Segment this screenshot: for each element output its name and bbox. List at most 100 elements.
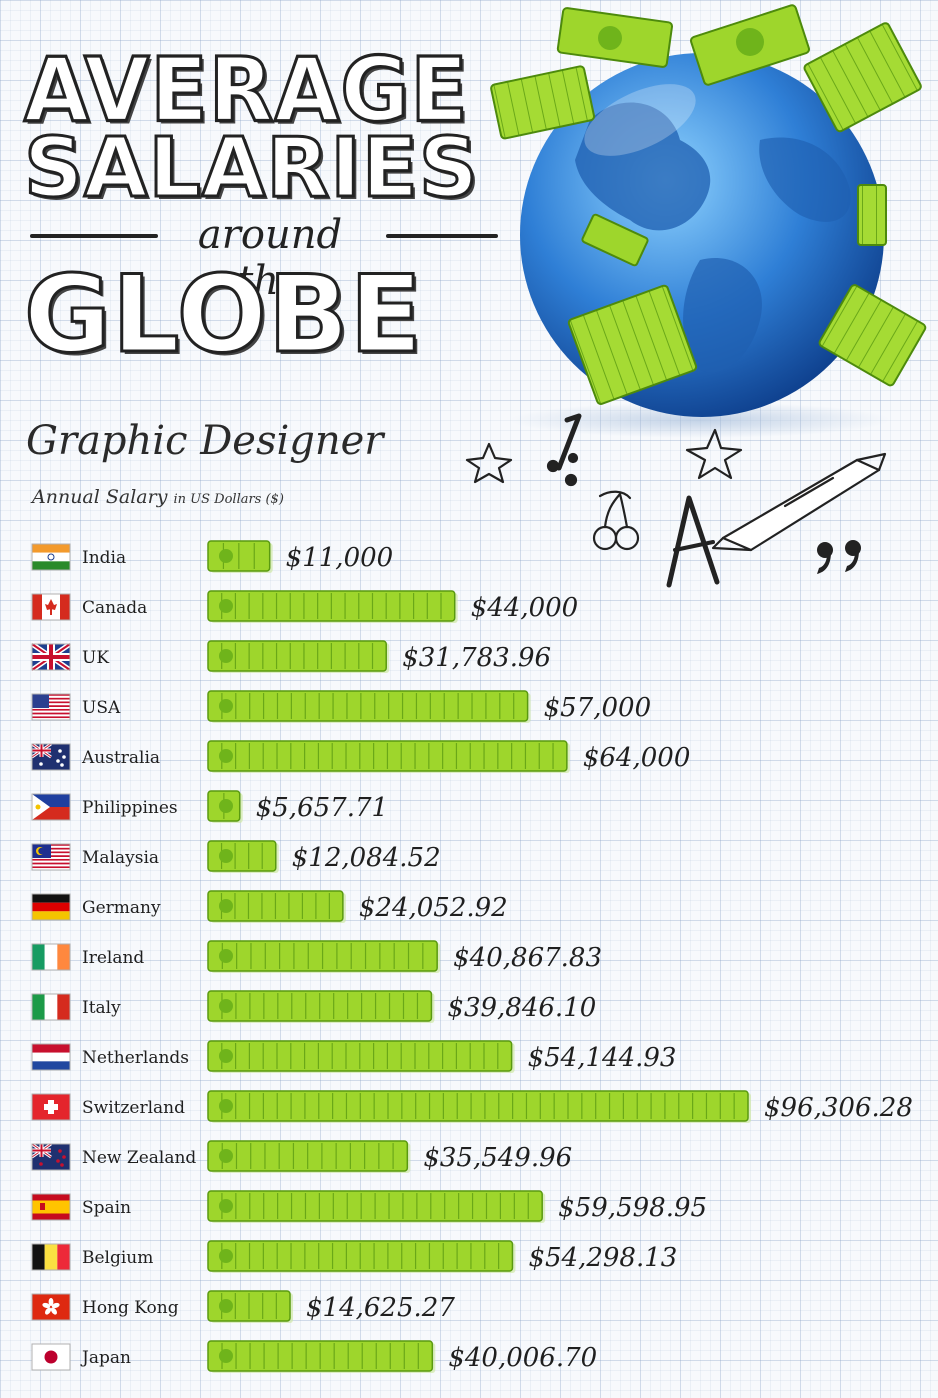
- netherlands-flag-icon: [31, 1043, 71, 1071]
- title-line-around-the: around the: [197, 212, 343, 304]
- category-label: UK: [82, 648, 109, 668]
- value-label: $64,000: [583, 743, 691, 773]
- value-label: $11,000: [286, 543, 394, 573]
- globe-shadow: [510, 402, 890, 438]
- value-label: $39,846.10: [447, 993, 596, 1023]
- category-label: New Zealand: [82, 1148, 196, 1168]
- letter-a-doodle-icon: [666, 495, 720, 588]
- globe-continent: [759, 137, 851, 222]
- globe-highlight: [584, 84, 696, 156]
- chart-row: Canada $44,000: [31, 590, 579, 623]
- bar: [207, 1090, 751, 1123]
- chart-subtitle: Graphic Designer: [26, 418, 384, 464]
- dots-doodle-icon: [546, 459, 560, 473]
- chart-row: Netherlands $54,144.93: [31, 1040, 676, 1073]
- value-label: $59,598.95: [558, 1193, 707, 1223]
- globe-with-money-illustration: [490, 4, 927, 438]
- cherries-doodle-icon: [592, 490, 640, 551]
- switzerland-flag-icon: [31, 1093, 71, 1121]
- bar: [207, 1040, 515, 1073]
- uk-flag-icon: [30, 641, 72, 673]
- pen-doodle-icon: [711, 452, 887, 552]
- dots-doodle-icon: [567, 452, 579, 464]
- title-line-globe: GLOBE: [22, 253, 424, 376]
- india-flag-icon: [31, 543, 71, 571]
- chart-row: Germany $24,052.92: [31, 890, 508, 923]
- category-label: Spain: [82, 1198, 131, 1218]
- category-label: Belgium: [82, 1248, 153, 1268]
- category-label: Japan: [80, 1348, 131, 1368]
- category-label: Australia: [81, 748, 160, 768]
- chart-row: USA $57,000: [31, 690, 652, 723]
- category-label: Netherlands: [82, 1048, 189, 1068]
- globe-continent: [575, 102, 711, 231]
- doodles: [465, 413, 887, 588]
- category-label: India: [82, 548, 126, 568]
- value-label: $40,867.83: [453, 943, 602, 973]
- title-around-row: around the: [30, 212, 498, 304]
- chart-row: UK $31,783.96: [30, 640, 551, 673]
- globe-continent: [683, 258, 762, 373]
- bar: [207, 690, 531, 723]
- salary-bar-chart: India $11,000 Canada $44,000 UK $31,783.96 USA…: [30, 540, 913, 1373]
- chart-row: Italy $39,846.10: [31, 990, 596, 1023]
- chart-row: New Zealand $35,549.96: [31, 1140, 572, 1173]
- chart-row: Ireland $40,867.83: [31, 940, 602, 973]
- axis-note-main: Annual Salary: [32, 486, 168, 508]
- value-label: $54,298.13: [528, 1243, 677, 1273]
- star-doodle-icon: [685, 428, 743, 480]
- money-stacks: [490, 4, 927, 405]
- value-label: $96,306.28: [764, 1093, 913, 1123]
- category-label: Germany: [82, 898, 161, 918]
- bar: [207, 890, 346, 923]
- germany-flag-icon: [31, 893, 71, 921]
- usa-flag-icon: [31, 693, 71, 721]
- title-line-salaries: SALARIES: [23, 121, 480, 216]
- new-zealand-flag-icon: [31, 1142, 71, 1171]
- bar: [207, 1340, 436, 1373]
- bar: [207, 840, 279, 873]
- bar: [207, 640, 390, 673]
- chart-row: Hong Kong $14,625.27: [31, 1290, 455, 1323]
- axis-note: Annual Salary in US Dollars ($): [32, 486, 284, 508]
- belgium-flag-icon: [31, 1243, 71, 1271]
- category-label: Hong Kong: [82, 1298, 179, 1318]
- chart-row: Malaysia $12,084.52: [31, 840, 441, 873]
- value-label: $31,783.96: [402, 643, 551, 673]
- axis-note-unit: in US Dollars ($): [173, 492, 284, 507]
- bar: [207, 1190, 546, 1223]
- value-label: $24,052.92: [359, 893, 508, 923]
- italy-flag-icon: [31, 993, 71, 1021]
- bar: [207, 540, 273, 573]
- exclamation-doodle-icon: [556, 413, 582, 471]
- ireland-flag-icon: [31, 943, 71, 971]
- category-label: Canada: [82, 598, 147, 618]
- chart-row: Spain $59,598.95: [31, 1190, 707, 1223]
- chart-row: Philippines $5,657.71: [31, 790, 388, 823]
- value-label: $5,657.71: [256, 793, 388, 823]
- value-label: $12,084.52: [292, 843, 441, 873]
- chart-row: Japan $40,006.70: [31, 1340, 597, 1373]
- category-label: Switzerland: [82, 1098, 185, 1118]
- value-label: $35,549.96: [423, 1143, 572, 1173]
- title-rule-right: [386, 234, 498, 238]
- chart-row: Switzerland $96,306.28: [31, 1090, 913, 1123]
- bar: [207, 1240, 516, 1273]
- hong-kong-flag-icon: [31, 1293, 71, 1321]
- title-rule-left: [30, 234, 158, 238]
- value-label: $57,000: [544, 693, 652, 723]
- star-doodle-icon: [465, 442, 513, 484]
- dots-doodle-icon: [564, 473, 578, 487]
- quote-marks-doodle-icon: [817, 540, 861, 574]
- bar: [207, 1290, 294, 1323]
- category-label: Ireland: [82, 948, 144, 968]
- category-label: Philippines: [82, 798, 178, 818]
- value-label: $44,000: [471, 593, 579, 623]
- bar: [207, 790, 243, 823]
- category-label: USA: [82, 698, 121, 718]
- spain-flag-icon: [31, 1193, 71, 1221]
- philippines-flag-icon: [31, 793, 71, 821]
- canada-flag-icon: [31, 593, 71, 621]
- japan-flag-icon: [31, 1343, 71, 1371]
- bar: [207, 1140, 411, 1173]
